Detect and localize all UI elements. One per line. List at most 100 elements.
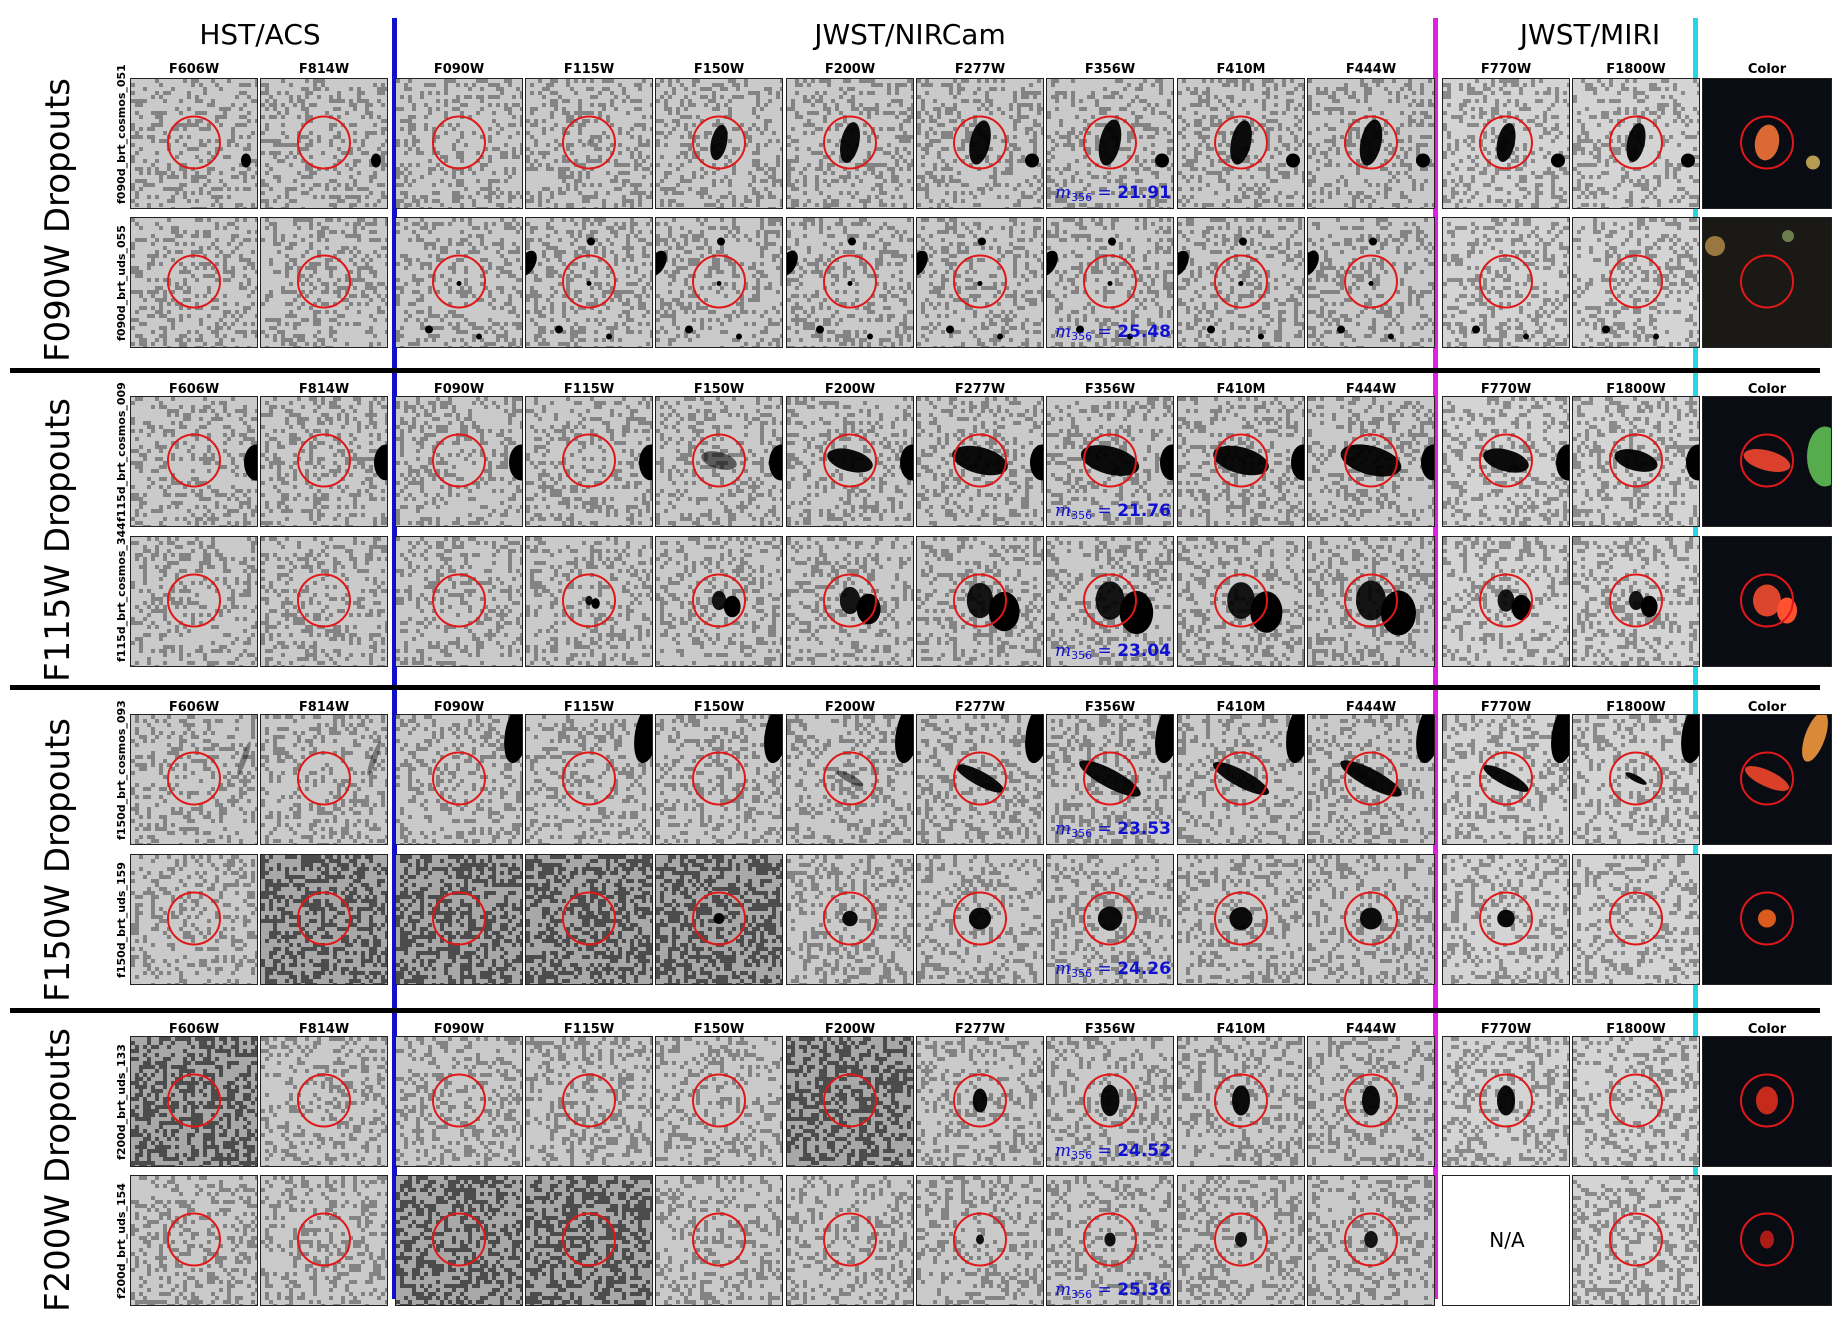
filter-label: F444W	[1345, 700, 1397, 715]
filter-cutout	[1572, 1175, 1700, 1306]
filter-cutout	[1442, 78, 1570, 209]
filter-cutout	[916, 78, 1044, 209]
filter-label: F814W	[298, 1022, 350, 1037]
filter-cutout	[525, 1036, 653, 1167]
source-id-label: f150d_brt_uds_159	[115, 861, 128, 978]
filter-cutout	[1046, 536, 1174, 667]
filter-cutout	[395, 854, 523, 985]
filter-label: F444W	[1345, 382, 1397, 397]
group-label: F115W Dropouts	[38, 397, 78, 683]
filter-label: F1800W	[1606, 700, 1666, 715]
filter-cutout	[916, 1036, 1044, 1167]
filter-cutout	[1177, 1036, 1305, 1167]
filter-cutout	[130, 217, 258, 348]
filter-cutout	[1307, 714, 1435, 845]
filter-cutout	[1307, 217, 1435, 348]
magnitude-label: m356 = 25.48	[1055, 322, 1171, 343]
filter-label: F356W	[1084, 382, 1136, 397]
magnitude-value: 23.53	[1117, 819, 1171, 839]
filter-label: F150W	[693, 700, 745, 715]
filter-label: F115W	[563, 1022, 615, 1037]
na-label: N/A	[1489, 1227, 1525, 1252]
filter-label: F200W	[824, 700, 876, 715]
filter-cutout	[1046, 1036, 1174, 1167]
color-cutout	[1702, 854, 1832, 985]
filter-cutout	[260, 1036, 388, 1167]
filter-label: F200W	[824, 1022, 876, 1037]
source-id-label: f090d_brt_cosmos_051	[115, 63, 128, 204]
filter-cutout	[786, 1036, 914, 1167]
magnitude-label: m356 = 21.76	[1055, 501, 1171, 522]
filter-cutout	[1572, 536, 1700, 667]
magnitude-subscript: 356	[1071, 1149, 1093, 1162]
filter-cutout	[1442, 396, 1570, 527]
filter-label: F200W	[824, 382, 876, 397]
filter-label: F1800W	[1606, 1022, 1666, 1037]
filter-cutout	[1442, 854, 1570, 985]
magnitude-subscript: 356	[1071, 1288, 1093, 1301]
filter-cutout	[916, 536, 1044, 667]
filter-cutout	[395, 1175, 523, 1306]
filter-cutout	[260, 854, 388, 985]
filter-cutout	[1442, 714, 1570, 845]
magnitude-subscript: 356	[1071, 827, 1093, 840]
filter-cutout	[260, 714, 388, 845]
magnitude-symbol: m	[1055, 959, 1072, 979]
filter-label: F410M	[1216, 700, 1266, 715]
color-cutout	[1702, 78, 1832, 209]
filter-label: Color	[1747, 62, 1787, 77]
filter-label: F356W	[1084, 700, 1136, 715]
filter-cutout	[786, 854, 914, 985]
magnitude-subscript: 356	[1071, 509, 1093, 522]
filter-label: F410M	[1216, 382, 1266, 397]
filter-label: F277W	[954, 1022, 1006, 1037]
filter-cutout	[655, 1036, 783, 1167]
filter-cutout	[1307, 854, 1435, 985]
filter-cutout	[1046, 854, 1174, 985]
instrument-label: JWST/MIRI	[1519, 18, 1661, 51]
instrument-label: HST/ACS	[199, 18, 321, 51]
filter-cutout	[1572, 78, 1700, 209]
source-id-label: f200d_brt_uds_154	[115, 1182, 128, 1299]
magnitude-value: 24.52	[1117, 1141, 1171, 1161]
filter-cutout	[525, 536, 653, 667]
filter-cutout	[130, 396, 258, 527]
filter-label: F770W	[1480, 382, 1532, 397]
magnitude-symbol: m	[1055, 501, 1072, 521]
filter-cutout	[260, 78, 388, 209]
filter-cutout	[916, 396, 1044, 527]
filter-cutout	[395, 1036, 523, 1167]
filter-cutout	[130, 1036, 258, 1167]
filter-label: F090W	[433, 382, 485, 397]
magnitude-symbol: m	[1055, 183, 1072, 203]
filter-cutout	[1177, 536, 1305, 667]
filter-cutout	[916, 854, 1044, 985]
magnitude-value: 25.36	[1117, 1280, 1171, 1300]
filter-label: F606W	[168, 62, 220, 77]
filter-label: F150W	[693, 382, 745, 397]
filter-cutout	[130, 1175, 258, 1306]
filter-cutout	[1307, 78, 1435, 209]
filter-cutout	[655, 396, 783, 527]
magnitude-value: 25.48	[1117, 322, 1171, 342]
filter-cutout	[786, 714, 914, 845]
magnitude-equals: =	[1092, 819, 1118, 839]
color-cutout	[1702, 1036, 1832, 1167]
filter-cutout	[1307, 536, 1435, 667]
filter-cutout	[655, 854, 783, 985]
source-id-label: f090d_brt_uds_055	[115, 224, 128, 341]
filter-label: Color	[1747, 700, 1787, 715]
filter-label: F356W	[1084, 1022, 1136, 1037]
group-label: F200W Dropouts	[38, 1027, 78, 1313]
color-cutout	[1702, 1175, 1832, 1306]
filter-cutout	[260, 217, 388, 348]
filter-label: F606W	[168, 382, 220, 397]
magnitude-subscript: 356	[1071, 967, 1093, 980]
filter-cutout	[525, 854, 653, 985]
filter-label: F814W	[298, 62, 350, 77]
group-separator	[10, 368, 1820, 373]
filter-cutout	[260, 396, 388, 527]
filter-cutout	[655, 217, 783, 348]
source-id-label: f200d_brt_uds_133	[115, 1043, 128, 1160]
filter-cutout	[1177, 714, 1305, 845]
